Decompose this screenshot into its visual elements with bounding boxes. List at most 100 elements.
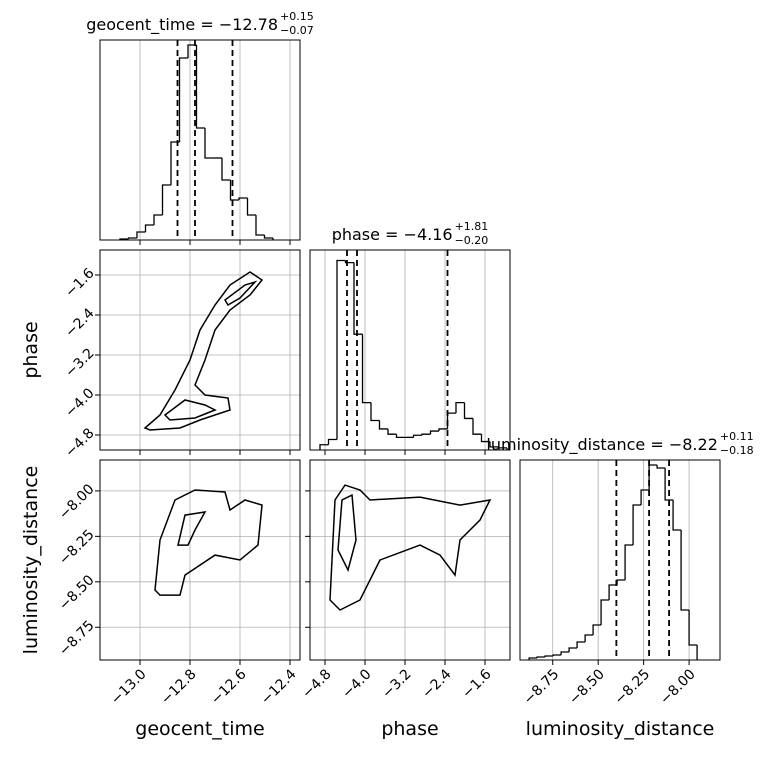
histogram-step bbox=[648, 464, 658, 490]
histogram-step bbox=[438, 428, 448, 432]
title-superscript: +0.11 bbox=[720, 430, 754, 443]
x-tick-label: −8.50 bbox=[566, 666, 608, 708]
panel-title: geocent_time = −12.78 bbox=[86, 15, 278, 35]
histogram-step bbox=[455, 401, 465, 414]
histogram-step bbox=[178, 57, 188, 142]
histogram-step bbox=[536, 656, 546, 658]
panel-title: luminosity_distance = −8.22 bbox=[486, 435, 717, 455]
histogram-step bbox=[361, 334, 371, 404]
x-tick-label: −8.75 bbox=[521, 666, 563, 708]
histogram-step bbox=[656, 465, 666, 469]
histogram-step bbox=[336, 259, 346, 440]
x-tick-label: −2.4 bbox=[419, 666, 454, 701]
histogram-step bbox=[195, 45, 205, 129]
y-tick-label: −2.4 bbox=[62, 305, 97, 340]
histogram-step bbox=[255, 215, 265, 236]
histogram-step bbox=[463, 402, 473, 420]
histogram-step bbox=[136, 231, 146, 238]
histogram-step bbox=[624, 544, 634, 580]
histogram-step bbox=[568, 647, 578, 652]
histogram-step bbox=[528, 657, 538, 660]
panel-frame bbox=[99, 39, 301, 241]
panel-title: phase = −4.16 bbox=[332, 225, 453, 244]
title-subscript: −0.18 bbox=[720, 444, 754, 457]
y-axis-label: luminosity_distance bbox=[20, 466, 42, 655]
y-axis-label: phase bbox=[20, 321, 42, 378]
y-tick-label: −1.6 bbox=[62, 265, 97, 300]
histogram-step bbox=[672, 500, 682, 531]
panel-frame bbox=[519, 459, 721, 661]
histogram-step bbox=[395, 434, 405, 439]
title-subscript: −0.20 bbox=[455, 234, 489, 247]
x-axis-label: geocent_time bbox=[135, 718, 264, 740]
histogram-step bbox=[584, 634, 594, 642]
histogram-step bbox=[616, 579, 626, 585]
histogram-step bbox=[412, 434, 422, 438]
histogram-step bbox=[592, 624, 602, 635]
histogram-step bbox=[119, 238, 129, 240]
x-tick-label: −12.6 bbox=[208, 666, 250, 708]
title-superscript: +0.15 bbox=[280, 10, 314, 23]
title-subscript: −0.07 bbox=[280, 24, 314, 37]
y-tick-label: −3.2 bbox=[62, 345, 97, 380]
panel-frame bbox=[309, 459, 511, 661]
x-tick-label: −4.8 bbox=[299, 666, 334, 701]
histogram-step bbox=[608, 584, 618, 600]
x-tick-label: −12.8 bbox=[158, 666, 200, 708]
histogram-step bbox=[127, 237, 137, 239]
histogram-step bbox=[421, 433, 431, 436]
contour-line bbox=[163, 399, 217, 421]
contour-line bbox=[177, 511, 207, 546]
panel-frame bbox=[99, 249, 301, 451]
histogram-step bbox=[229, 180, 239, 201]
y-tick-label: −8.50 bbox=[56, 572, 98, 614]
x-tick-label: −3.2 bbox=[379, 666, 414, 701]
x-tick-label: −8.25 bbox=[612, 666, 654, 708]
histogram-step bbox=[246, 198, 256, 216]
x-axis-label: phase bbox=[381, 718, 438, 740]
panel-frame bbox=[99, 459, 301, 661]
histogram-step bbox=[370, 402, 380, 422]
histogram-step bbox=[576, 641, 586, 648]
histogram-step bbox=[344, 260, 354, 264]
y-tick-label: −4.0 bbox=[62, 385, 97, 420]
histogram-step bbox=[187, 44, 197, 58]
contour-line bbox=[224, 280, 258, 307]
x-tick-label: −4.0 bbox=[339, 666, 374, 701]
histogram-step bbox=[640, 489, 650, 505]
histogram-step bbox=[238, 197, 248, 200]
histogram-step bbox=[497, 446, 507, 449]
y-tick-label: −4.8 bbox=[62, 425, 97, 460]
contour-line bbox=[329, 484, 492, 611]
histogram-step bbox=[489, 441, 499, 448]
histogram-step bbox=[446, 412, 456, 429]
histogram-step bbox=[387, 428, 397, 435]
contour-line bbox=[154, 489, 263, 596]
histogram-step bbox=[480, 434, 490, 443]
histogram-step bbox=[221, 158, 231, 181]
histogram-step bbox=[560, 651, 570, 655]
histogram-step bbox=[319, 444, 329, 450]
histogram-step bbox=[153, 214, 163, 225]
x-tick-label: −1.6 bbox=[459, 666, 494, 701]
histogram-step bbox=[544, 655, 554, 657]
contour-line bbox=[143, 271, 264, 431]
panel-frame bbox=[309, 249, 511, 451]
y-tick-label: −8.25 bbox=[56, 527, 98, 569]
x-tick-label: −8.00 bbox=[657, 666, 699, 708]
histogram-step bbox=[680, 530, 690, 611]
histogram-step bbox=[161, 184, 171, 215]
histogram-step bbox=[263, 235, 273, 239]
histogram-step bbox=[552, 654, 562, 656]
histogram-step bbox=[144, 224, 154, 232]
histogram-step bbox=[353, 262, 363, 335]
x-axis-label: luminosity_distance bbox=[526, 718, 715, 740]
histogram-step bbox=[664, 468, 674, 501]
y-tick-label: −8.75 bbox=[56, 618, 98, 660]
y-tick-label: −8.00 bbox=[56, 481, 98, 523]
x-tick-label: −13.0 bbox=[108, 666, 150, 708]
histogram-step bbox=[327, 438, 337, 445]
histogram-step bbox=[429, 430, 439, 435]
contour-line bbox=[337, 493, 357, 573]
